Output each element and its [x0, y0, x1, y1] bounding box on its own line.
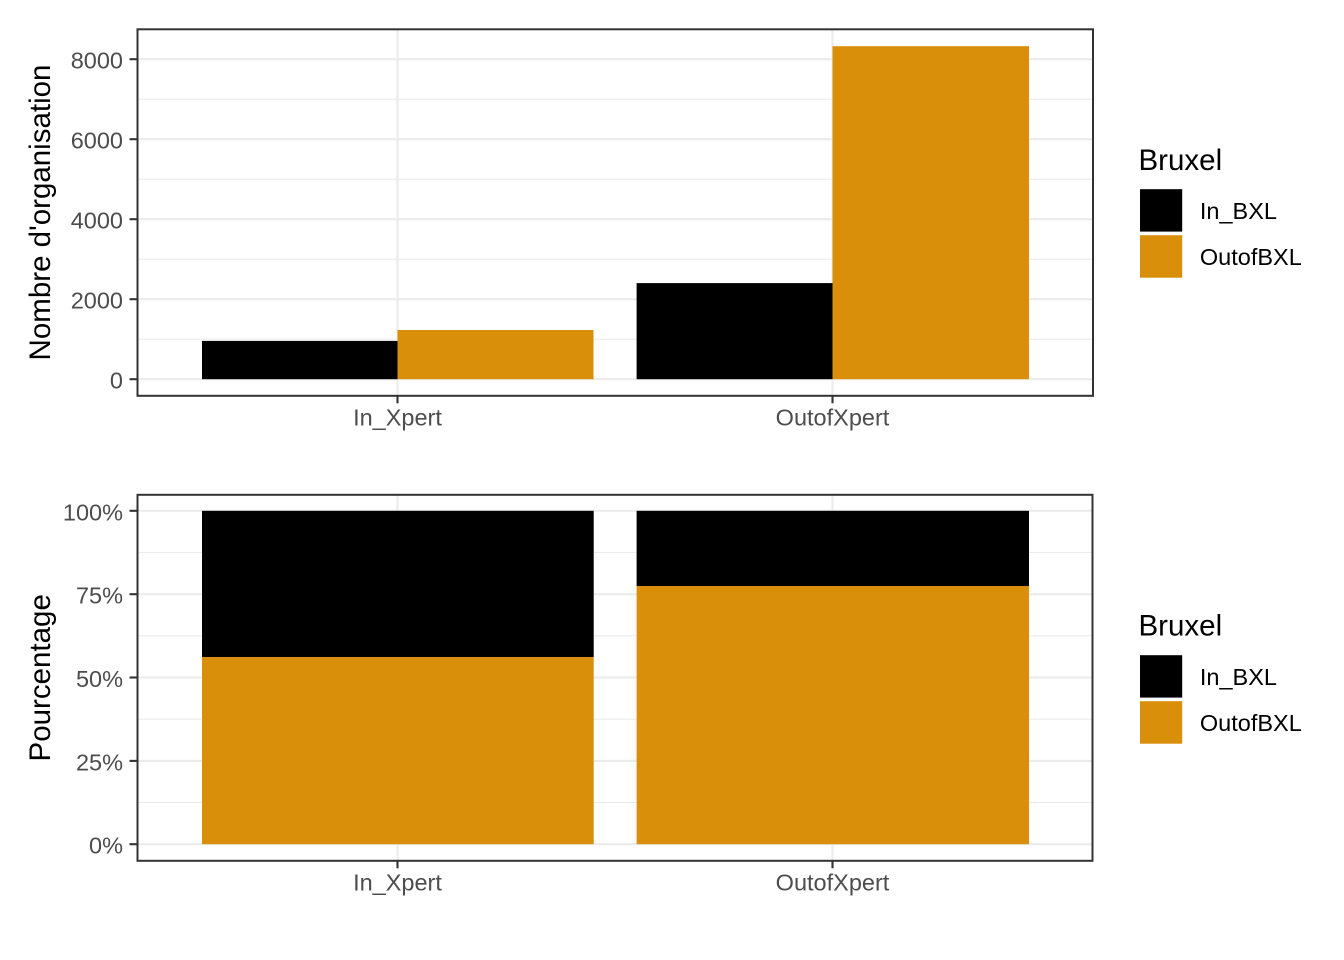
- svg-text:OutofXpert: OutofXpert: [776, 870, 890, 896]
- svg-text:6000: 6000: [71, 128, 123, 154]
- svg-text:50%: 50%: [76, 666, 123, 692]
- svg-text:OutofBXL: OutofBXL: [1200, 244, 1302, 270]
- svg-text:75%: 75%: [76, 583, 123, 609]
- svg-text:Bruxel: Bruxel: [1139, 144, 1223, 177]
- svg-text:2000: 2000: [71, 288, 123, 314]
- svg-text:Bruxel: Bruxel: [1139, 610, 1223, 643]
- svg-text:OutofXpert: OutofXpert: [776, 405, 890, 431]
- svg-text:0: 0: [110, 368, 123, 394]
- svg-text:Pourcentage: Pourcentage: [24, 594, 57, 761]
- svg-text:4000: 4000: [71, 208, 123, 234]
- svg-text:0%: 0%: [89, 833, 123, 859]
- svg-text:In_Xpert: In_Xpert: [353, 405, 442, 431]
- svg-text:In_BXL: In_BXL: [1200, 198, 1277, 224]
- svg-text:100%: 100%: [63, 499, 123, 525]
- svg-text:25%: 25%: [76, 749, 123, 775]
- svg-text:8000: 8000: [71, 48, 123, 74]
- svg-text:Nombre d'organisation: Nombre d'organisation: [24, 65, 57, 361]
- svg-text:OutofBXL: OutofBXL: [1200, 710, 1302, 736]
- svg-text:In_BXL: In_BXL: [1200, 664, 1277, 690]
- svg-text:In_Xpert: In_Xpert: [353, 870, 442, 896]
